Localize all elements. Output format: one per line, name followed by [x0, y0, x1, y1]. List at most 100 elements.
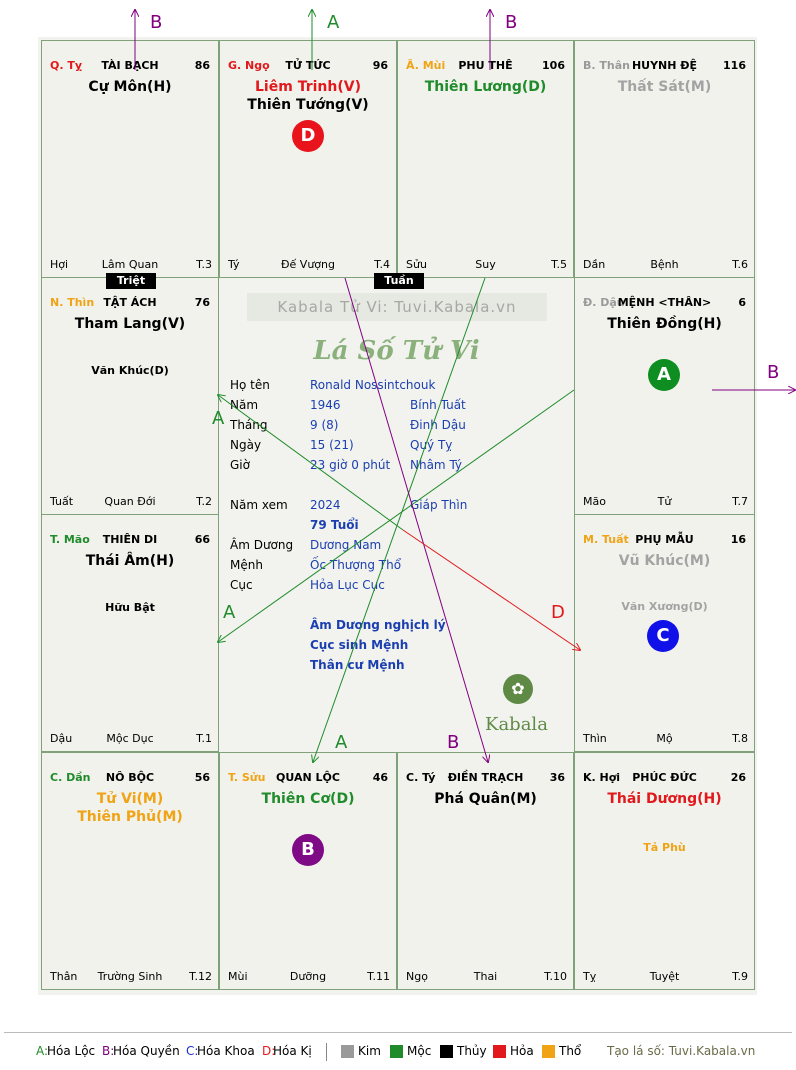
- info-age: 79 Tuổi: [310, 518, 359, 532]
- palace-cell-hoi[interactable]: K. Hợi PHÚC ĐỨC 26 Thái Dương(H) Tả Phù Tỵ Tuy…: [574, 752, 755, 990]
- major-star: Tử Vi(M): [96, 791, 164, 807]
- cell-palace-name: PHỤ MẪU: [635, 533, 694, 546]
- palace-cell-ngo[interactable]: G. Ngọ TỬ TỨC 96 Liêm Trinh(V) Thiên Tướng(V…: [219, 40, 397, 278]
- cell-palace-name: PHU THÊ: [458, 59, 513, 72]
- major-star: Cự Môn(H): [88, 79, 172, 95]
- hoa-ki-badge: D: [292, 120, 324, 152]
- cell-major-stars: Tử Vi(M) Thiên Phủ(M): [42, 790, 218, 826]
- hoa-quyen-badge: B: [292, 834, 324, 866]
- palace-cell-ty[interactable]: Q. Tỵ TÀI BẠCH 86 Cự Môn(H) Hợi Lâm Quan T.3: [41, 40, 219, 278]
- cell-palace-name: PHÚC ĐỨC: [632, 771, 697, 784]
- legend-a-text: Hóa Lộc: [47, 1044, 96, 1058]
- palace-cell-dau[interactable]: Đ. Dậu MỆNH <THÂN> 6 Thiên Đồng(H) Mão Tử T.7: [574, 277, 755, 515]
- legend-d-key: D:: [262, 1044, 276, 1058]
- cell-footer-stage: Quan Đới: [104, 495, 156, 508]
- kabala-tree-icon: ✿: [503, 674, 533, 704]
- palace-cell-ty2[interactable]: C. Tý ĐIỀN TRẠCH 36 Phá Quân(M) Ngọ Thai T.10: [397, 752, 574, 990]
- legend-c-key: C:: [186, 1044, 199, 1058]
- major-star: Thiên Đồng(H): [607, 316, 722, 332]
- cell-score: 96: [372, 59, 388, 72]
- arrow-label-d-tuat: D: [551, 602, 565, 623]
- cell-footer-stage: Mộ: [656, 732, 673, 745]
- cell-footer-stage: Suy: [475, 258, 496, 271]
- cell-footer-age: T.11: [367, 970, 390, 983]
- palace-cell-mui[interactable]: Ã. Mùi PHU THÊ 106 Thiên Lương(D) Sửu Suy T.5: [397, 40, 574, 278]
- arrow-a-dau-thin: [218, 389, 575, 642]
- arrow-a-mao: [218, 395, 404, 531]
- cell-score: 36: [549, 771, 565, 784]
- cell-footer-branch: Hợi: [50, 258, 69, 271]
- cell-branch-label: B. Thân: [583, 59, 630, 72]
- cell-footer-branch: Tuất: [50, 495, 74, 508]
- cell-footer-age: T.12: [189, 970, 212, 983]
- cell-score: 6: [738, 296, 746, 309]
- cell-branch-label: C. Dần: [50, 771, 91, 784]
- cell-score: 116: [723, 59, 746, 72]
- cell-major-stars: Thái Dương(H): [575, 790, 754, 808]
- cell-footer-age: T.6: [732, 258, 748, 271]
- info-canchi-month: Đinh Dậu: [410, 418, 466, 432]
- info-canchi-day: Quý Tỵ: [410, 438, 453, 452]
- cell-score: 106: [542, 59, 565, 72]
- legend-d-text: Hóa Kị: [273, 1044, 312, 1058]
- info-value-name: Ronald Nossintchouk: [310, 378, 436, 392]
- cell-branch-label: M. Tuất: [583, 533, 629, 546]
- cell-palace-name: MỆNH <THÂN>: [617, 296, 712, 309]
- info-label-cuc: Cục: [230, 578, 253, 592]
- palace-cell-mao[interactable]: T. Mão THIÊN DI 66 Thái Âm(H) Hữu Bật Dậu Mộc …: [41, 514, 219, 752]
- kim-swatch: [341, 1045, 354, 1058]
- cell-score: 26: [730, 771, 746, 784]
- cell-score: 86: [194, 59, 210, 72]
- info-value-amduong: Dương Nam: [310, 538, 382, 552]
- minor-star: Văn Khúc(D): [91, 364, 169, 377]
- cell-score: 66: [194, 533, 210, 546]
- info-label-name: Họ tên: [230, 378, 270, 392]
- info-value-month: 9 (8): [310, 418, 339, 432]
- palace-cell-thin[interactable]: N. Thìn TẬT ÁCH 76 Tham Lang(V) Văn Khúc(D) T…: [41, 277, 219, 515]
- cell-branch-label: K. Hợi: [583, 771, 621, 784]
- cell-footer-stage: Dưỡng: [289, 970, 327, 983]
- cell-branch-label: Đ. Dậu: [583, 296, 625, 309]
- arrow-label-b-dau: B: [767, 362, 780, 383]
- info-label-month: Tháng: [230, 418, 268, 432]
- palace-cell-dan[interactable]: C. Dần NÔ BỘC 56 Tử Vi(M) Thiên Phủ(M) Thân Tr…: [41, 752, 219, 990]
- cell-palace-name: NÔ BỘC: [105, 771, 155, 784]
- info-canchi-year: Bính Tuất: [410, 398, 466, 412]
- cell-footer-stage: Mộc Dục: [106, 732, 154, 745]
- info-label-day: Ngày: [230, 438, 262, 452]
- cell-score: 16: [730, 533, 746, 546]
- legend-a-key: A:: [36, 1044, 49, 1058]
- info-canchi-hour: Nhâm Tý: [410, 458, 463, 472]
- info-value-hour: 23 giờ 0 phút: [310, 458, 391, 472]
- palace-cell-suu[interactable]: T. Sửu QUAN LỘC 46 Thiên Cơ(D) Mùi Dưỡng T.11: [219, 752, 397, 990]
- note-line-3: Thân cư Mệnh: [310, 658, 405, 672]
- moc-swatch: [390, 1045, 403, 1058]
- cell-major-stars: Phá Quân(M): [398, 790, 573, 808]
- cell-footer-branch: Dậu: [50, 732, 73, 745]
- cell-footer-age: T.1: [196, 732, 212, 745]
- arrow-a-suu-mui: [313, 277, 486, 762]
- cell-branch-label: Q. Tỵ: [50, 59, 83, 72]
- info-label-amduong: Âm Dương: [230, 538, 294, 552]
- note-line-2: Cục sinh Mệnh: [310, 638, 409, 652]
- info-value-view-year: 2024: [310, 498, 341, 512]
- arrow-d-tuat: [402, 529, 580, 650]
- cell-score: 76: [194, 296, 210, 309]
- cell-footer-branch: Thân: [50, 970, 78, 983]
- major-star: Tham Lang(V): [74, 316, 186, 332]
- credit-link[interactable]: Tạo lá số: Tuvi.Kabala.vn: [607, 1044, 756, 1058]
- cell-footer-branch: Dần: [583, 258, 606, 271]
- cell-footer-age: T.5: [551, 258, 567, 271]
- minor-star: Tả Phù: [643, 841, 686, 854]
- cell-footer-age: T.2: [196, 495, 212, 508]
- major-star: Thái Dương(H): [607, 791, 722, 807]
- arrow-label-a-thin: A: [212, 408, 225, 429]
- info-canchi-view-year: Giáp Thìn: [410, 498, 468, 512]
- hoa-swatch: [493, 1045, 506, 1058]
- legend-moc: Mộc: [407, 1044, 432, 1058]
- watermark-text: Kabala Tử Vi: Tuvi.Kabala.vn: [247, 293, 547, 321]
- cell-major-stars: Thiên Lương(D): [398, 78, 573, 96]
- legend-kim: Kim: [358, 1044, 381, 1058]
- major-star: Liêm Trinh(V): [255, 79, 361, 95]
- palace-cell-than[interactable]: B. Thân HUYNH ĐỆ 116 Thất Sát(M) Dần Bệnh T.6: [574, 40, 755, 278]
